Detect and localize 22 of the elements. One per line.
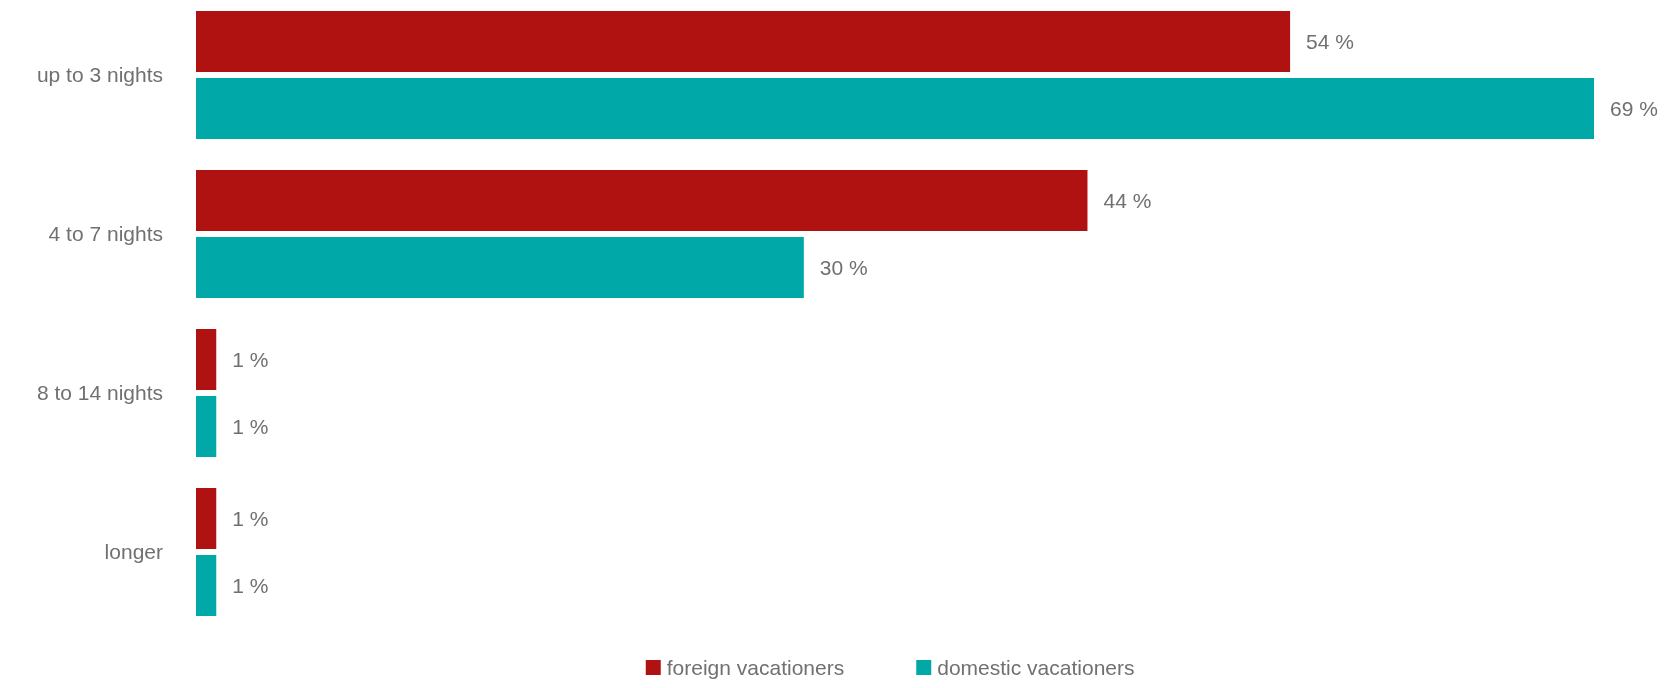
- bar: [196, 396, 217, 457]
- y-tick-label: 4 to 7 nights: [48, 222, 163, 246]
- bar: [196, 329, 217, 390]
- y-tick-label: up to 3 nights: [36, 63, 163, 87]
- data-label: 30 %: [819, 255, 868, 279]
- bar: [196, 555, 217, 616]
- data-label: 1 %: [232, 506, 269, 530]
- y-tick-label: longer: [104, 540, 163, 564]
- bar: [196, 78, 1594, 139]
- bar: [196, 170, 1088, 231]
- legend-label: domestic vacationers: [937, 656, 1135, 680]
- data-label: 1 %: [232, 573, 269, 597]
- data-label: 1 %: [232, 347, 269, 371]
- y-tick-label: 8 to 14 nights: [36, 381, 163, 405]
- bar: [196, 11, 1291, 72]
- data-label: 69 %: [1610, 96, 1658, 120]
- data-label: 1 %: [232, 414, 269, 438]
- bar: [196, 488, 217, 549]
- bar: [196, 237, 804, 298]
- data-label: 44 %: [1103, 188, 1152, 212]
- data-label: 54 %: [1306, 29, 1354, 53]
- legend-label: foreign vacationers: [666, 656, 845, 680]
